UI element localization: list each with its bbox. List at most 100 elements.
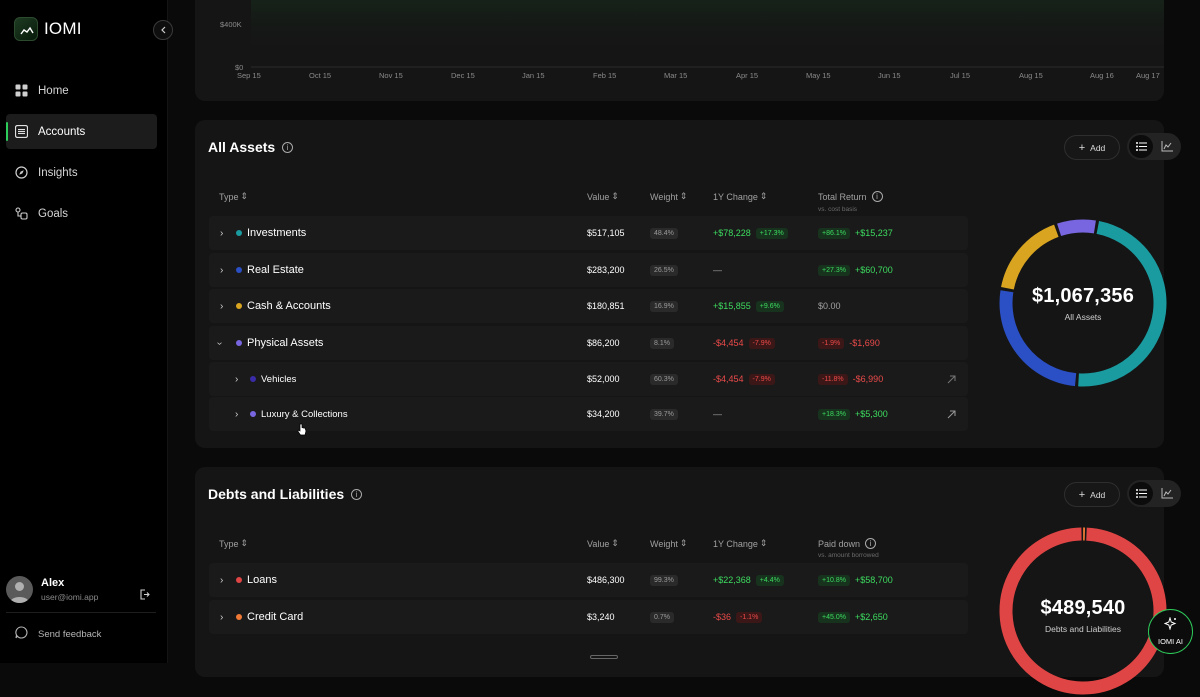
row-value: $517,105	[587, 216, 625, 250]
table-row[interactable]: › Vehicles $52,000 60.3% -$4,454-7.9% -1…	[209, 362, 968, 396]
chart-view-button[interactable]	[1155, 135, 1179, 158]
assets-donut-center: $1,067,356 All Assets	[997, 285, 1169, 322]
chevron-down-icon[interactable]: ›	[218, 326, 221, 360]
chevron-right-icon[interactable]: ›	[220, 253, 223, 287]
return-pct-badge: +18.3%	[818, 409, 850, 420]
table-row[interactable]: › Physical Assets $86,200 8.1% -$4,454-7…	[209, 326, 968, 360]
debts-title: Debts and Liabilities	[208, 486, 344, 502]
chart-view-button[interactable]	[1155, 482, 1179, 505]
paid-pct-badge: +10.8%	[818, 575, 850, 586]
arrow-up-right-icon[interactable]	[947, 362, 956, 396]
assets-total: $1,067,356	[997, 285, 1169, 308]
chevron-right-icon[interactable]: ›	[220, 600, 223, 634]
table-row[interactable]: › Luxury & Collections $34,200 39.7% — +…	[209, 397, 968, 431]
list-view-button[interactable]	[1129, 482, 1153, 505]
x-tick-label: Sep 15	[237, 71, 261, 80]
column-header-weight[interactable]: Weight⇕	[650, 538, 687, 549]
iomi-ai-button[interactable]: IOMI AI	[1148, 609, 1193, 654]
x-tick-label: Aug 17	[1136, 71, 1160, 80]
bottom-drag-handle[interactable]	[590, 655, 618, 659]
list-view-icon	[1136, 142, 1147, 151]
paid-value: +$58,700	[855, 575, 893, 585]
net-worth-chart-card: $400K $0 Sep 15 Oct 15 Nov 15 Dec 15 Jan…	[195, 0, 1164, 101]
sidebar-item-goals[interactable]: Goals	[6, 196, 157, 231]
send-feedback-link[interactable]: Send feedback	[15, 626, 101, 642]
sidebar-item-home[interactable]: Home	[6, 73, 157, 108]
x-tick-label: May 15	[806, 71, 831, 80]
column-header-weight[interactable]: Weight⇕	[650, 191, 687, 202]
table-row[interactable]: › Loans $486,300 99.3% +$22,368+4.4% +10…	[209, 563, 968, 597]
column-header-type[interactable]: Type⇕	[219, 191, 248, 202]
all-assets-title: All Assets	[208, 139, 275, 155]
section-title: All Assets i	[208, 139, 293, 155]
sidebar-item-label: Home	[38, 85, 69, 97]
chevron-right-icon[interactable]: ›	[220, 563, 223, 597]
return-pct-badge: +86.1%	[818, 228, 850, 239]
x-tick-label: Feb 15	[593, 71, 616, 80]
arrow-up-right-icon[interactable]	[947, 397, 956, 431]
info-icon[interactable]: i	[282, 142, 293, 153]
plus-icon: +	[1079, 142, 1085, 154]
change-pct-badge: +4.4%	[756, 575, 784, 586]
paid-down-subtitle: vs. amount borrowed	[818, 552, 879, 559]
table-row[interactable]: › Real Estate $283,200 26.5% — +27.3%+$6…	[209, 253, 968, 287]
logo[interactable]: IOMI	[14, 17, 82, 41]
chevron-right-icon[interactable]: ›	[220, 216, 223, 250]
table-row[interactable]: › Credit Card $3,240 0.7% -$36-1.1% +45.…	[209, 600, 968, 634]
x-tick-label: Oct 15	[309, 71, 331, 80]
table-row[interactable]: › Cash & Accounts $180,851 16.9% +$15,85…	[209, 289, 968, 323]
section-title: Debts and Liabilities i	[208, 486, 362, 502]
chart-view-icon	[1161, 141, 1173, 152]
chevron-right-icon[interactable]: ›	[235, 397, 238, 431]
x-tick-label: Apr 15	[736, 71, 758, 80]
donut-segment[interactable]	[1059, 226, 1095, 230]
change-value: -$36	[713, 612, 731, 622]
add-debt-button[interactable]: + Add	[1064, 482, 1120, 507]
sidebar-nav: Home Accounts Insights Goals	[6, 73, 157, 237]
x-tick-label: Jun 15	[878, 71, 901, 80]
column-header-value[interactable]: Value⇕	[587, 191, 619, 202]
row-name: Credit Card	[247, 611, 303, 623]
info-icon: i	[872, 191, 883, 202]
x-tick-label: Aug 15	[1019, 71, 1043, 80]
info-icon[interactable]: i	[351, 489, 362, 500]
chevron-right-icon[interactable]: ›	[235, 362, 238, 396]
sort-icon: ⇕	[241, 538, 249, 549]
change-value: -$4,454	[713, 338, 744, 348]
total-return-subtitle: vs. cost basis	[818, 206, 857, 213]
return-value: +$60,700	[855, 265, 893, 275]
sidebar-item-label: Goals	[38, 208, 68, 220]
chevron-right-icon[interactable]: ›	[220, 289, 223, 323]
x-tick-label: Jan 15	[522, 71, 545, 80]
column-header-change[interactable]: 1Y Change⇕	[713, 538, 767, 549]
collapse-sidebar-button[interactable]	[153, 20, 173, 40]
logout-icon[interactable]	[139, 587, 150, 605]
sort-icon: ⇕	[680, 538, 688, 549]
column-header-type[interactable]: Type⇕	[219, 538, 248, 549]
column-header-value[interactable]: Value⇕	[587, 538, 619, 549]
return-value: +$5,300	[855, 409, 888, 419]
send-feedback-label: Send feedback	[38, 629, 101, 640]
user-profile[interactable]: Alex user@iomi.app	[6, 576, 156, 603]
row-value: $34,200	[587, 397, 620, 431]
sort-icon: ⇕	[611, 538, 619, 549]
sidebar-item-insights[interactable]: Insights	[6, 155, 157, 190]
logo-mark-icon	[14, 17, 38, 41]
column-header-change[interactable]: 1Y Change⇕	[713, 191, 767, 202]
paid-pct-badge: +45.0%	[818, 612, 850, 623]
sidebar-item-label: Insights	[38, 167, 78, 179]
donut-segment[interactable]	[1007, 231, 1056, 289]
list-view-button[interactable]	[1129, 135, 1153, 158]
change-pct-badge: -7.9%	[749, 374, 775, 385]
x-tick-label: Dec 15	[451, 71, 475, 80]
sidebar-item-accounts[interactable]: Accounts	[6, 114, 157, 149]
y-tick-label: $400K	[220, 20, 242, 29]
table-row[interactable]: › Investments $517,105 48.4% +$78,228+17…	[209, 216, 968, 250]
add-asset-button[interactable]: + Add	[1064, 135, 1120, 160]
compass-icon	[15, 166, 28, 179]
row-name: Vehicles	[261, 374, 296, 385]
weight-badge: 39.7%	[650, 409, 678, 420]
debts-total-label: Debts and Liabilities	[997, 624, 1169, 634]
